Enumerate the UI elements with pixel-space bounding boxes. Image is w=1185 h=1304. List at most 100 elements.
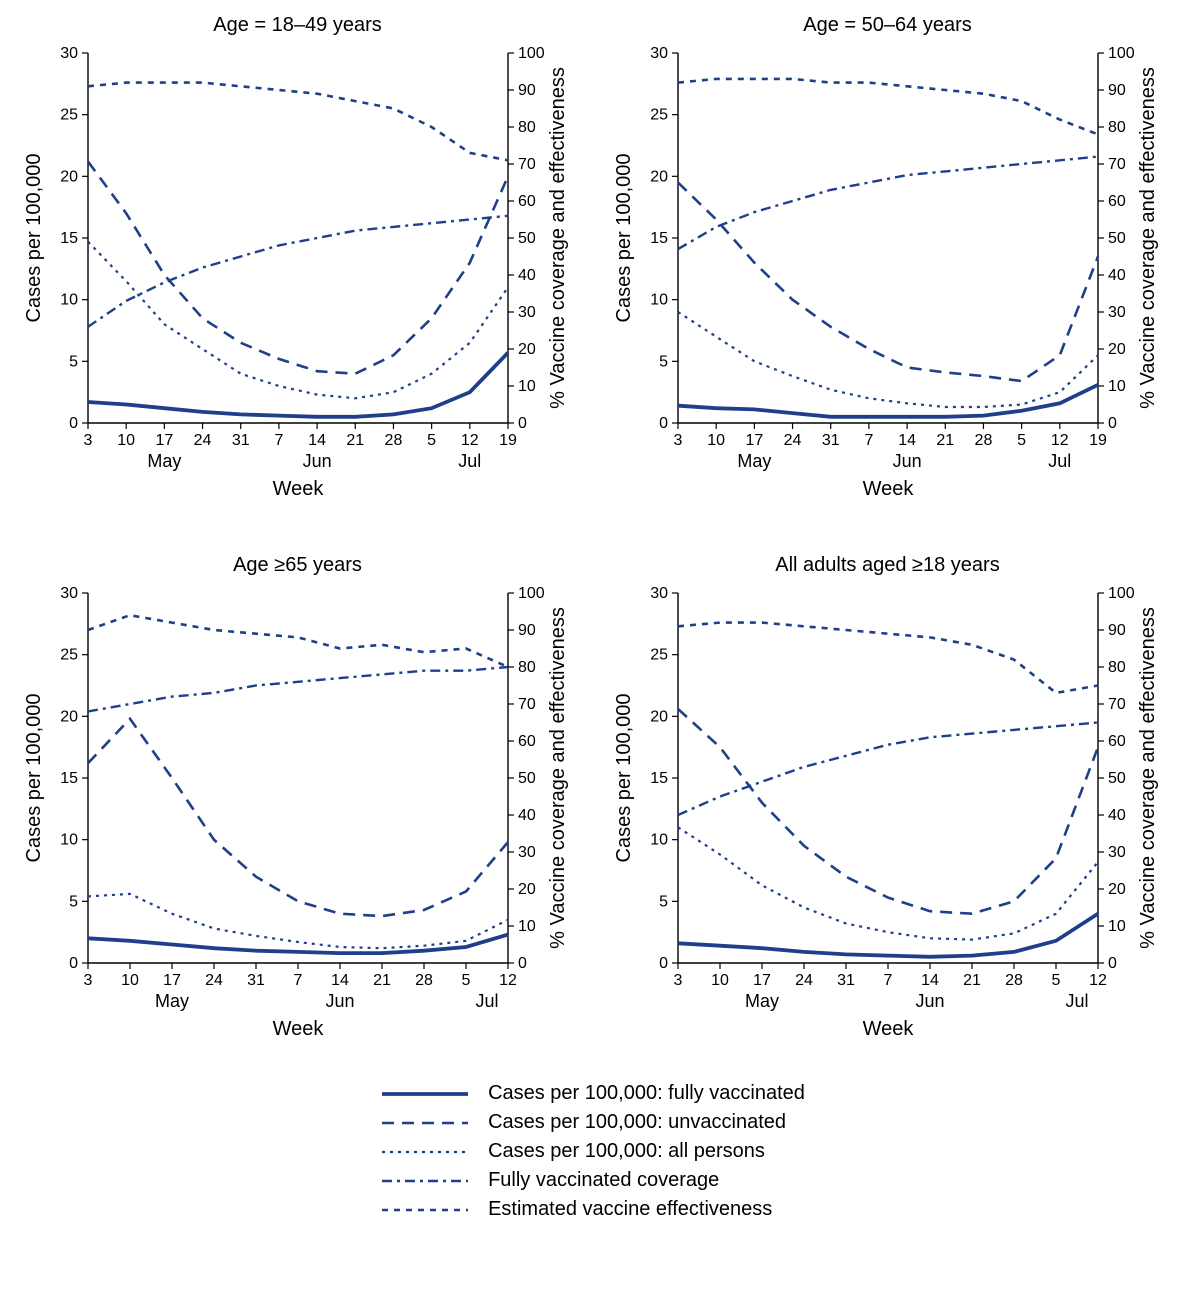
y-left-tick: 25 <box>60 647 78 664</box>
y-right-tick: 90 <box>1108 622 1126 639</box>
y-right-label: % Vaccine coverage and effectiveness <box>1137 607 1159 949</box>
y-right-tick: 60 <box>518 733 536 750</box>
series-unvaccinated <box>88 162 508 374</box>
y-left-tick: 20 <box>650 708 668 725</box>
chart-p18_49: 0510152025300102030405060708090100310172… <box>18 43 578 513</box>
y-left-tick: 20 <box>60 168 78 185</box>
x-tick: 24 <box>205 972 223 989</box>
y-right-tick: 70 <box>518 156 536 173</box>
x-tick: 31 <box>837 972 855 989</box>
series-vaccinated <box>678 914 1098 957</box>
y-right-tick: 90 <box>518 82 536 99</box>
series-effectiveness <box>678 79 1098 134</box>
y-left-tick: 20 <box>650 168 668 185</box>
y-right-tick: 0 <box>1108 955 1117 972</box>
y-left-tick: 0 <box>69 415 78 432</box>
y-left-label: Cases per 100,000 <box>23 153 45 322</box>
series-effectiveness <box>88 615 508 667</box>
y-right-label: % Vaccine coverage and effectiveness <box>547 607 569 949</box>
y-left-tick: 25 <box>650 647 668 664</box>
series-unvaccinated <box>88 719 508 916</box>
y-right-tick: 60 <box>1108 193 1126 210</box>
y-left-tick: 30 <box>650 585 668 602</box>
y-right-tick: 10 <box>1108 918 1126 935</box>
legend-row-vaccinated: Cases per 100,000: fully vaccinated <box>380 1082 805 1105</box>
x-tick: 19 <box>499 432 517 449</box>
month-label: Jul <box>1048 451 1071 471</box>
legend-row-unvaccinated: Cases per 100,000: unvaccinated <box>380 1111 805 1134</box>
x-tick: 21 <box>346 432 364 449</box>
y-right-tick: 40 <box>518 807 536 824</box>
series-coverage <box>678 157 1098 250</box>
y-right-tick: 90 <box>518 622 536 639</box>
y-right-tick: 50 <box>1108 770 1126 787</box>
y-left-tick: 0 <box>659 955 668 972</box>
y-right-tick: 50 <box>518 770 536 787</box>
y-right-tick: 50 <box>518 230 536 247</box>
chart-p65: 0510152025300102030405060708090100310172… <box>18 583 578 1053</box>
legend-label: Estimated vaccine effectiveness <box>488 1198 772 1221</box>
legend-swatch-coverage <box>380 1170 470 1192</box>
month-label: May <box>737 451 771 471</box>
y-left-label: Cases per 100,000 <box>613 153 635 322</box>
x-tick: 17 <box>163 972 181 989</box>
month-label: Jun <box>892 451 921 471</box>
month-label: May <box>154 991 188 1011</box>
y-right-label: % Vaccine coverage and effectiveness <box>1137 67 1159 409</box>
month-label: May <box>744 991 778 1011</box>
y-left-tick: 5 <box>659 893 668 910</box>
x-tick: 3 <box>673 972 682 989</box>
y-right-tick: 20 <box>518 881 536 898</box>
legend-label: Cases per 100,000: unvaccinated <box>488 1111 786 1134</box>
x-tick: 7 <box>864 432 873 449</box>
x-tick: 5 <box>427 432 436 449</box>
x-label: Week <box>862 1018 914 1040</box>
x-tick: 7 <box>293 972 302 989</box>
y-left-tick: 15 <box>650 770 668 787</box>
y-right-tick: 90 <box>1108 82 1126 99</box>
panel-p_all: All adults aged ≥18 years051015202530010… <box>608 554 1168 1054</box>
x-tick: 24 <box>193 432 211 449</box>
x-tick: 10 <box>121 972 139 989</box>
y-left-tick: 5 <box>69 893 78 910</box>
month-label: May <box>147 451 181 471</box>
x-tick: 17 <box>753 972 771 989</box>
chart-p_all: 0510152025300102030405060708090100310172… <box>608 583 1168 1053</box>
x-tick: 24 <box>795 972 813 989</box>
x-tick: 3 <box>673 432 682 449</box>
y-right-tick: 0 <box>1108 415 1117 432</box>
month-label: Jun <box>302 451 331 471</box>
y-left-label: Cases per 100,000 <box>613 693 635 862</box>
y-right-tick: 40 <box>1108 807 1126 824</box>
x-tick: 31 <box>821 432 839 449</box>
y-left-tick: 0 <box>659 415 668 432</box>
panel-p50_64: Age = 50–64 years05101520253001020304050… <box>608 14 1168 514</box>
y-right-tick: 70 <box>518 696 536 713</box>
x-tick: 21 <box>936 432 954 449</box>
series-coverage <box>88 667 508 711</box>
y-right-tick: 80 <box>518 119 536 136</box>
series-effectiveness <box>678 623 1098 693</box>
month-label: Jul <box>475 991 498 1011</box>
y-right-tick: 30 <box>1108 304 1126 321</box>
x-tick: 28 <box>1005 972 1023 989</box>
y-right-tick: 20 <box>1108 341 1126 358</box>
y-left-tick: 30 <box>60 45 78 62</box>
series-coverage <box>88 216 508 327</box>
y-right-tick: 100 <box>518 585 545 602</box>
x-tick: 14 <box>921 972 939 989</box>
x-tick: 12 <box>1050 432 1068 449</box>
y-left-tick: 5 <box>659 353 668 370</box>
y-right-tick: 10 <box>1108 378 1126 395</box>
y-left-tick: 25 <box>60 107 78 124</box>
legend-swatch-all_persons <box>380 1141 470 1163</box>
panel-p65: Age ≥65 years051015202530010203040506070… <box>18 554 578 1054</box>
x-tick: 5 <box>1051 972 1060 989</box>
y-left-tick: 10 <box>60 832 78 849</box>
series-all_persons <box>678 827 1098 939</box>
x-tick: 28 <box>974 432 992 449</box>
y-left-tick: 20 <box>60 708 78 725</box>
y-left-tick: 10 <box>60 292 78 309</box>
series-vaccinated <box>88 353 508 417</box>
y-left-tick: 5 <box>69 353 78 370</box>
